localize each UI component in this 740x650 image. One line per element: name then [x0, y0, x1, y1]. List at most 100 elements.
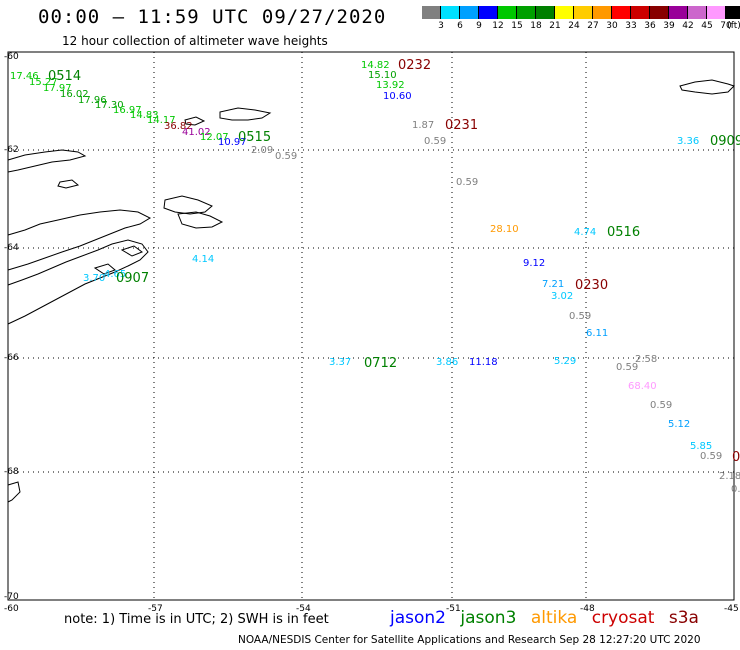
pass-id-label: 0516 — [607, 225, 641, 240]
wave-height-label: 16.97 — [113, 105, 142, 116]
color-swatch — [612, 6, 631, 19]
wave-height-label: 4.14 — [192, 254, 215, 265]
color-scale-label: 30 — [606, 21, 618, 31]
wave-height-label: 0.59 — [650, 400, 673, 411]
color-swatch — [574, 6, 593, 19]
wave-height-label: 2.58 — [635, 354, 658, 365]
color-scale-label: 24 — [568, 21, 580, 31]
color-scale-label: 27 — [587, 21, 599, 31]
coast-shape — [679, 79, 735, 95]
color-swatch — [422, 6, 441, 19]
wave-height-label: 0. — [731, 484, 740, 495]
lat-label: -66 — [4, 353, 19, 363]
coast-shape — [184, 116, 206, 126]
pass-id-label: 0907 — [116, 271, 150, 286]
coastline — [7, 79, 735, 503]
coast-shape — [219, 107, 272, 121]
wave-height-label: 36.82 — [164, 121, 193, 132]
satellite-legend: jason2 jason3 altika cryosat s3a — [390, 608, 708, 628]
color-scale-label: 42 — [682, 21, 694, 31]
color-swatch — [593, 6, 612, 19]
wave-height-label: 0.59 — [569, 311, 592, 322]
map-frame — [7, 51, 735, 601]
wave-height-label: 3.02 — [551, 291, 574, 302]
color-swatch — [536, 6, 555, 19]
coast-shape — [7, 149, 87, 173]
pass-id-label: 0514 — [48, 69, 82, 84]
color-scale-label: 9 — [476, 21, 482, 31]
coast-shape — [7, 481, 21, 503]
wave-height-label: 5.12 — [668, 419, 691, 430]
pass-id-label: 0 — [732, 450, 740, 465]
wave-height-label: 17.97 — [43, 83, 72, 94]
color-scale-label: 18 — [530, 21, 542, 31]
wave-height-label: 5.85 — [690, 441, 713, 452]
wave-height-label: 6.11 — [586, 328, 609, 339]
lon-label: -51 — [446, 604, 461, 614]
wave-height-label: 14.17 — [147, 115, 176, 126]
wave-height-label: 13.92 — [376, 80, 405, 91]
color-scale-label: 45 — [701, 21, 713, 31]
color-scale-label: 21 — [549, 21, 561, 31]
lon-label: -48 — [580, 604, 595, 614]
color-swatch — [726, 6, 740, 19]
credit-line: NOAA/NESDIS Center for Satellite Applica… — [238, 634, 701, 646]
color-scale-bar — [422, 6, 740, 19]
wave-height-label: 0.59 — [424, 136, 447, 147]
color-scale-label: 6 — [457, 21, 463, 31]
wave-height-label: 0.59 — [616, 362, 639, 373]
pass-id-label: 0909 — [710, 134, 740, 149]
wave-height-label: 0.59 — [456, 177, 479, 188]
legend-jason2: jason2 — [390, 608, 446, 628]
color-swatch — [650, 6, 669, 19]
coast-shape — [163, 195, 213, 215]
wave-height-label: 5.29 — [554, 356, 577, 367]
wave-height-label: 0.59 — [700, 451, 723, 462]
color-swatch — [669, 6, 688, 19]
legend-altika: altika — [530, 608, 578, 628]
pass-id-label: 0712 — [364, 356, 398, 371]
legend-jason3: jason3 — [460, 608, 517, 628]
footer-note: note: 1) Time is in UTC; 2) SWH is in fe… — [64, 612, 329, 627]
color-scale-label: 15 — [511, 21, 523, 31]
coast-shape — [120, 245, 144, 257]
page-title: 00:00 – 11:59 UTC 09/27/2020 — [38, 6, 387, 28]
color-scale-label: 12 — [492, 21, 504, 31]
wave-height-label: 3.37 — [329, 357, 352, 368]
wave-height-label: 4.65 — [104, 269, 127, 280]
legend-cryosat: cryosat — [591, 608, 655, 628]
color-scale-label: 70 — [720, 21, 732, 31]
wave-height-label: 10.97 — [218, 137, 247, 148]
lat-label: -70 — [4, 592, 19, 602]
wave-height-label: 17.30 — [95, 100, 124, 111]
lon-label: -54 — [296, 604, 311, 614]
page-subtitle: 12 hour collection of altimeter wave hei… — [62, 34, 328, 48]
pass-id-label: 0231 — [445, 118, 479, 133]
wave-height-label: 3.86 — [436, 357, 459, 368]
color-swatch — [517, 6, 536, 19]
wave-height-label: 1.87 — [412, 120, 435, 131]
pass-id-label: 0230 — [575, 278, 609, 293]
color-swatch — [498, 6, 517, 19]
wave-height-label: 10.60 — [383, 91, 412, 102]
lat-label: -62 — [4, 145, 19, 155]
pass-id-label: 0515 — [238, 130, 272, 145]
lon-label: -57 — [148, 604, 163, 614]
wave-height-label: 17.96 — [78, 95, 107, 106]
wave-height-label: 12.07 — [200, 132, 229, 143]
wave-height-label: 11.18 — [469, 357, 498, 368]
pass-id-label: 0232 — [398, 58, 432, 73]
color-scale-label: 33 — [625, 21, 637, 31]
wave-height-label: 41.02 — [182, 127, 211, 138]
coast-shape — [177, 211, 224, 229]
wave-height-label: 4.74 — [574, 227, 597, 238]
color-swatch — [479, 6, 498, 19]
color-scale-label: (ft) — [727, 21, 740, 31]
lat-label: -60 — [4, 52, 19, 62]
wave-height-label: 17.46 — [10, 71, 39, 82]
legend-s3a: s3a — [668, 608, 699, 628]
color-swatch — [707, 6, 726, 19]
color-scale-label: 36 — [644, 21, 656, 31]
wave-height-label: 7.21 — [542, 279, 565, 290]
